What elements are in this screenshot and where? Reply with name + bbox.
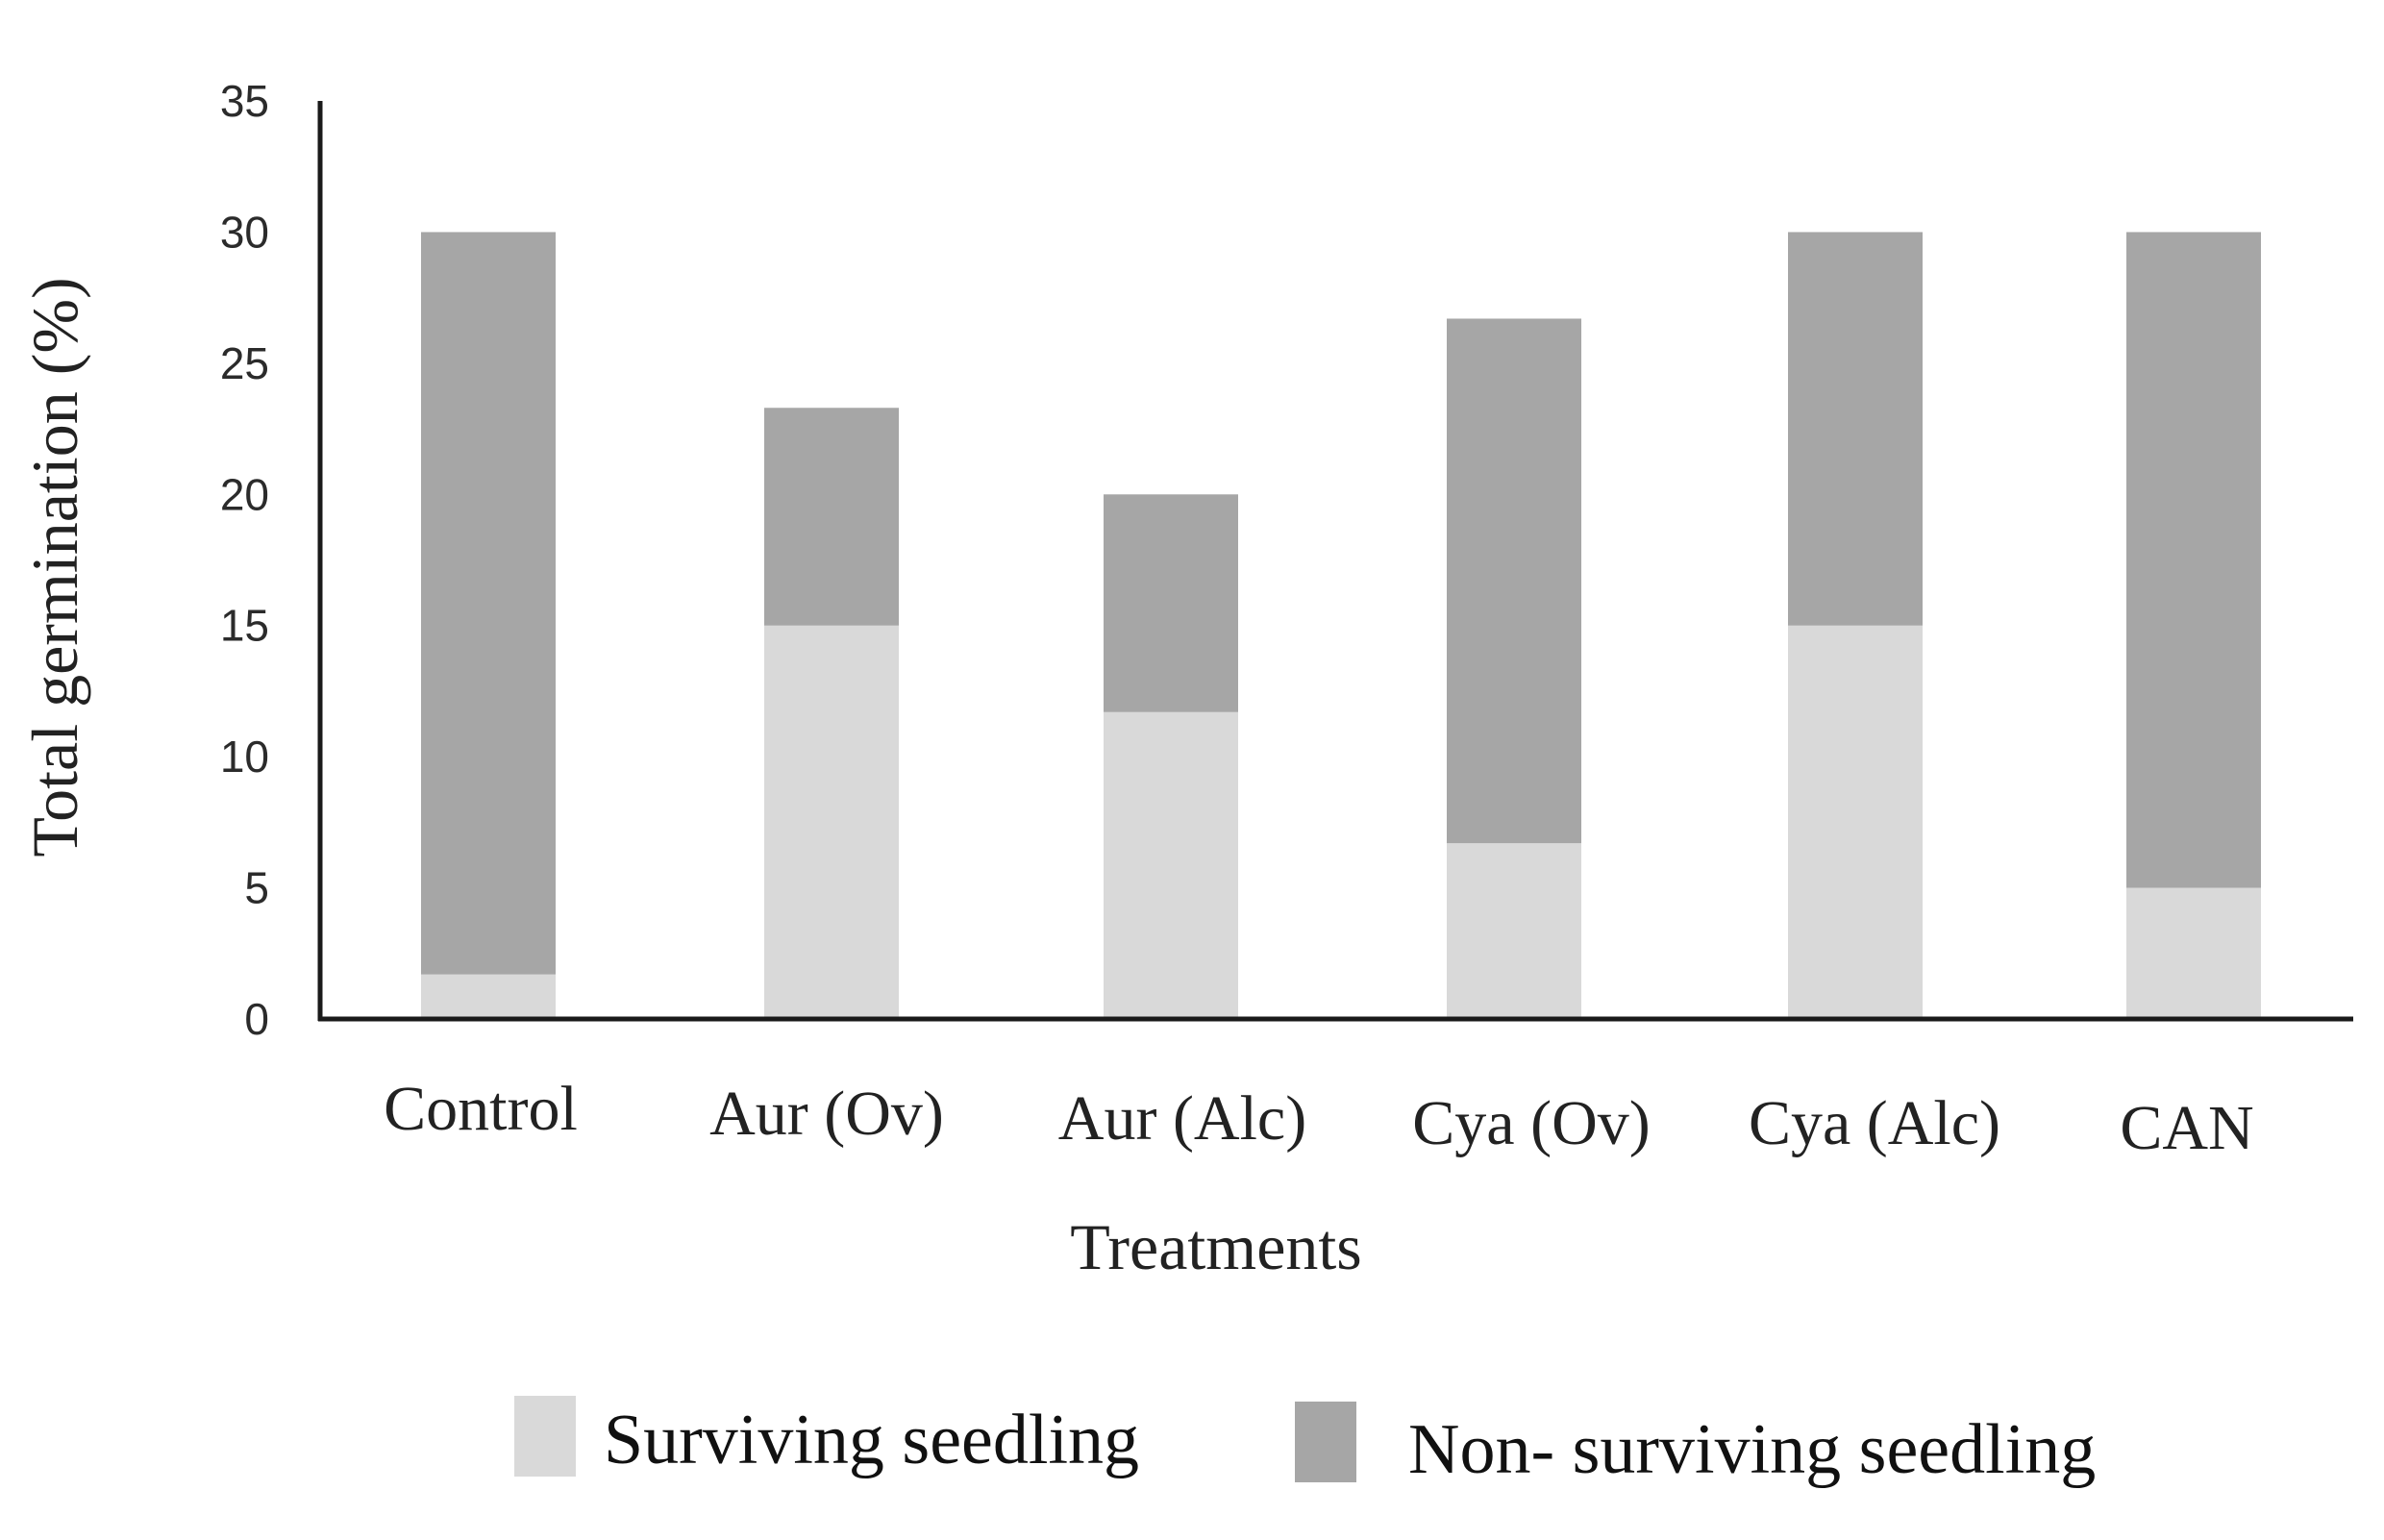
bar-cya-ov-surviving-seedling bbox=[1447, 843, 1581, 1019]
bar-aur-alc-non-surviving-seedling bbox=[1104, 494, 1238, 712]
bar-cya-alc-surviving-seedling bbox=[1788, 625, 1923, 1019]
y-tick-label: 5 bbox=[244, 863, 269, 913]
y-tick-label: 10 bbox=[220, 732, 269, 782]
legend-swatch-non-surviving bbox=[1295, 1402, 1356, 1482]
y-tick-label: 35 bbox=[220, 76, 269, 126]
x-category-labels: Control Aur (Ov) Aur (Alc) Cya (Ov) Cya (Alc… bbox=[384, 1074, 2254, 1163]
bars-layer bbox=[421, 232, 2261, 1019]
y-tick-labels: 0 5 10 15 20 25 30 35 bbox=[220, 76, 269, 1044]
legend-label-non-surviving: Non- surviving seedling bbox=[1408, 1410, 2096, 1489]
y-tick-label: 20 bbox=[220, 469, 269, 519]
x-category-label: CAN bbox=[2120, 1093, 2253, 1163]
axes-layer bbox=[317, 101, 2353, 1022]
bar-can-non-surviving-seedling bbox=[2126, 232, 2261, 888]
y-tick-label: 25 bbox=[220, 338, 269, 388]
bar-control-surviving-seedling bbox=[421, 974, 556, 1019]
y-axis-title: Total germination (%) bbox=[18, 277, 91, 857]
legend-label-surviving: Surviving seedling bbox=[604, 1401, 1139, 1479]
x-axis-title: Treatments bbox=[1070, 1210, 1361, 1283]
y-tick-label: 15 bbox=[220, 601, 269, 651]
x-category-label: Cya (Ov) bbox=[1412, 1088, 1650, 1158]
y-tick-label: 0 bbox=[244, 994, 269, 1044]
x-category-label: Aur (Alc) bbox=[1058, 1083, 1306, 1154]
bar-cya-ov-non-surviving-seedling bbox=[1447, 318, 1581, 844]
bar-control-non-surviving-seedling bbox=[421, 232, 556, 975]
y-tick-label: 30 bbox=[220, 207, 269, 257]
bar-aur-ov-non-surviving-seedling bbox=[764, 408, 899, 626]
x-category-label: Aur (Ov) bbox=[709, 1079, 944, 1149]
bar-aur-alc-surviving-seedling bbox=[1104, 711, 1238, 1019]
bar-can-surviving-seedling bbox=[2126, 887, 2261, 1019]
legend: Surviving seedling Non- surviving seedli… bbox=[514, 1396, 2096, 1489]
bar-aur-ov-surviving-seedling bbox=[764, 625, 899, 1019]
x-category-label: Control bbox=[384, 1074, 578, 1144]
x-category-label: Cya (Alc) bbox=[1749, 1088, 2000, 1158]
legend-swatch-surviving bbox=[514, 1396, 576, 1477]
bar-cya-alc-non-surviving-seedling bbox=[1788, 232, 1923, 626]
